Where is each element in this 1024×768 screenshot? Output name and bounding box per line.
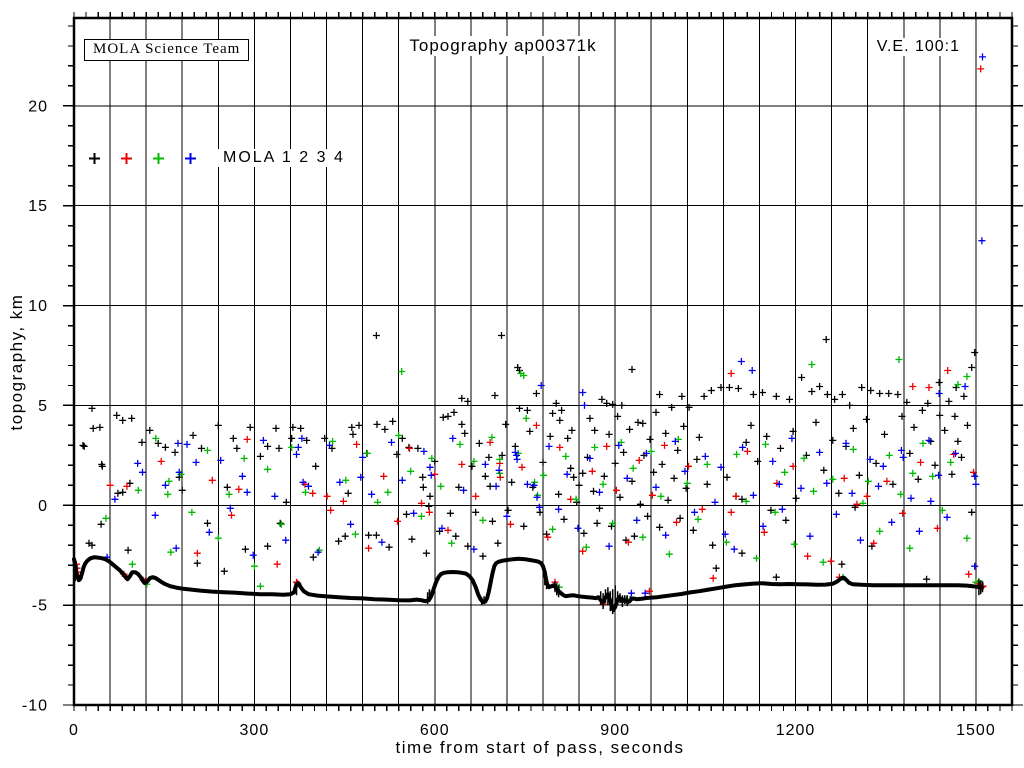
x-tick-label: 1200 bbox=[776, 722, 816, 739]
legend-plus-icon-mola-1 bbox=[89, 152, 100, 164]
mola-science-team-label: MOLA Science Team bbox=[93, 41, 241, 57]
gridlines bbox=[74, 18, 1012, 705]
scatter-series-mola-4 bbox=[103, 53, 986, 597]
scatter-series-mola-1 bbox=[79, 332, 979, 583]
y-tick-label: -10 bbox=[22, 698, 48, 715]
scatter-series-mola-3 bbox=[102, 356, 983, 603]
axis-ticks bbox=[63, 12, 1023, 711]
x-axis-title: time from start of pass, seconds bbox=[396, 738, 685, 757]
x-tick-label: 300 bbox=[240, 722, 270, 739]
profile-noise-bars bbox=[73, 559, 984, 615]
legend-label: MOLA 1 2 3 4 bbox=[218, 149, 350, 167]
y-tick-label: 20 bbox=[28, 98, 48, 115]
legend-plus-icon-mola-3 bbox=[153, 152, 164, 164]
scatter-series-mola-2 bbox=[72, 65, 987, 608]
y-tick-label: 5 bbox=[38, 398, 48, 415]
y-axis-title: topography, km bbox=[7, 294, 26, 431]
topography-profile-trace bbox=[72, 555, 984, 613]
legend-plus-icon-mola-2 bbox=[121, 152, 132, 164]
y-tick-label: 15 bbox=[28, 198, 48, 215]
page-title: Topography ap00371k bbox=[399, 36, 607, 56]
legend-plus-icon-mola-4 bbox=[185, 152, 196, 164]
x-tick-label: 0 bbox=[69, 722, 79, 739]
x-tick-label: 1500 bbox=[956, 722, 996, 739]
axis-labels: 0 300 600 900 1200 1500 -10 -5 0 5 10 15 20 time from… bbox=[7, 98, 996, 757]
mola-science-team-box: MOLA Science Team bbox=[84, 39, 250, 61]
vertical-exaggeration-label: V.E. 100:1 bbox=[870, 38, 966, 56]
plot-frame bbox=[72, 16, 1014, 707]
plot-data bbox=[72, 53, 987, 615]
legend-markers bbox=[88, 152, 216, 165]
y-tick-label: -5 bbox=[32, 598, 48, 615]
y-tick-label: 0 bbox=[38, 498, 48, 515]
legend: MOLA 1 2 3 4 bbox=[88, 149, 350, 167]
x-tick-label: 600 bbox=[420, 722, 450, 739]
x-tick-label: 900 bbox=[600, 722, 630, 739]
y-tick-label: 10 bbox=[28, 298, 48, 315]
